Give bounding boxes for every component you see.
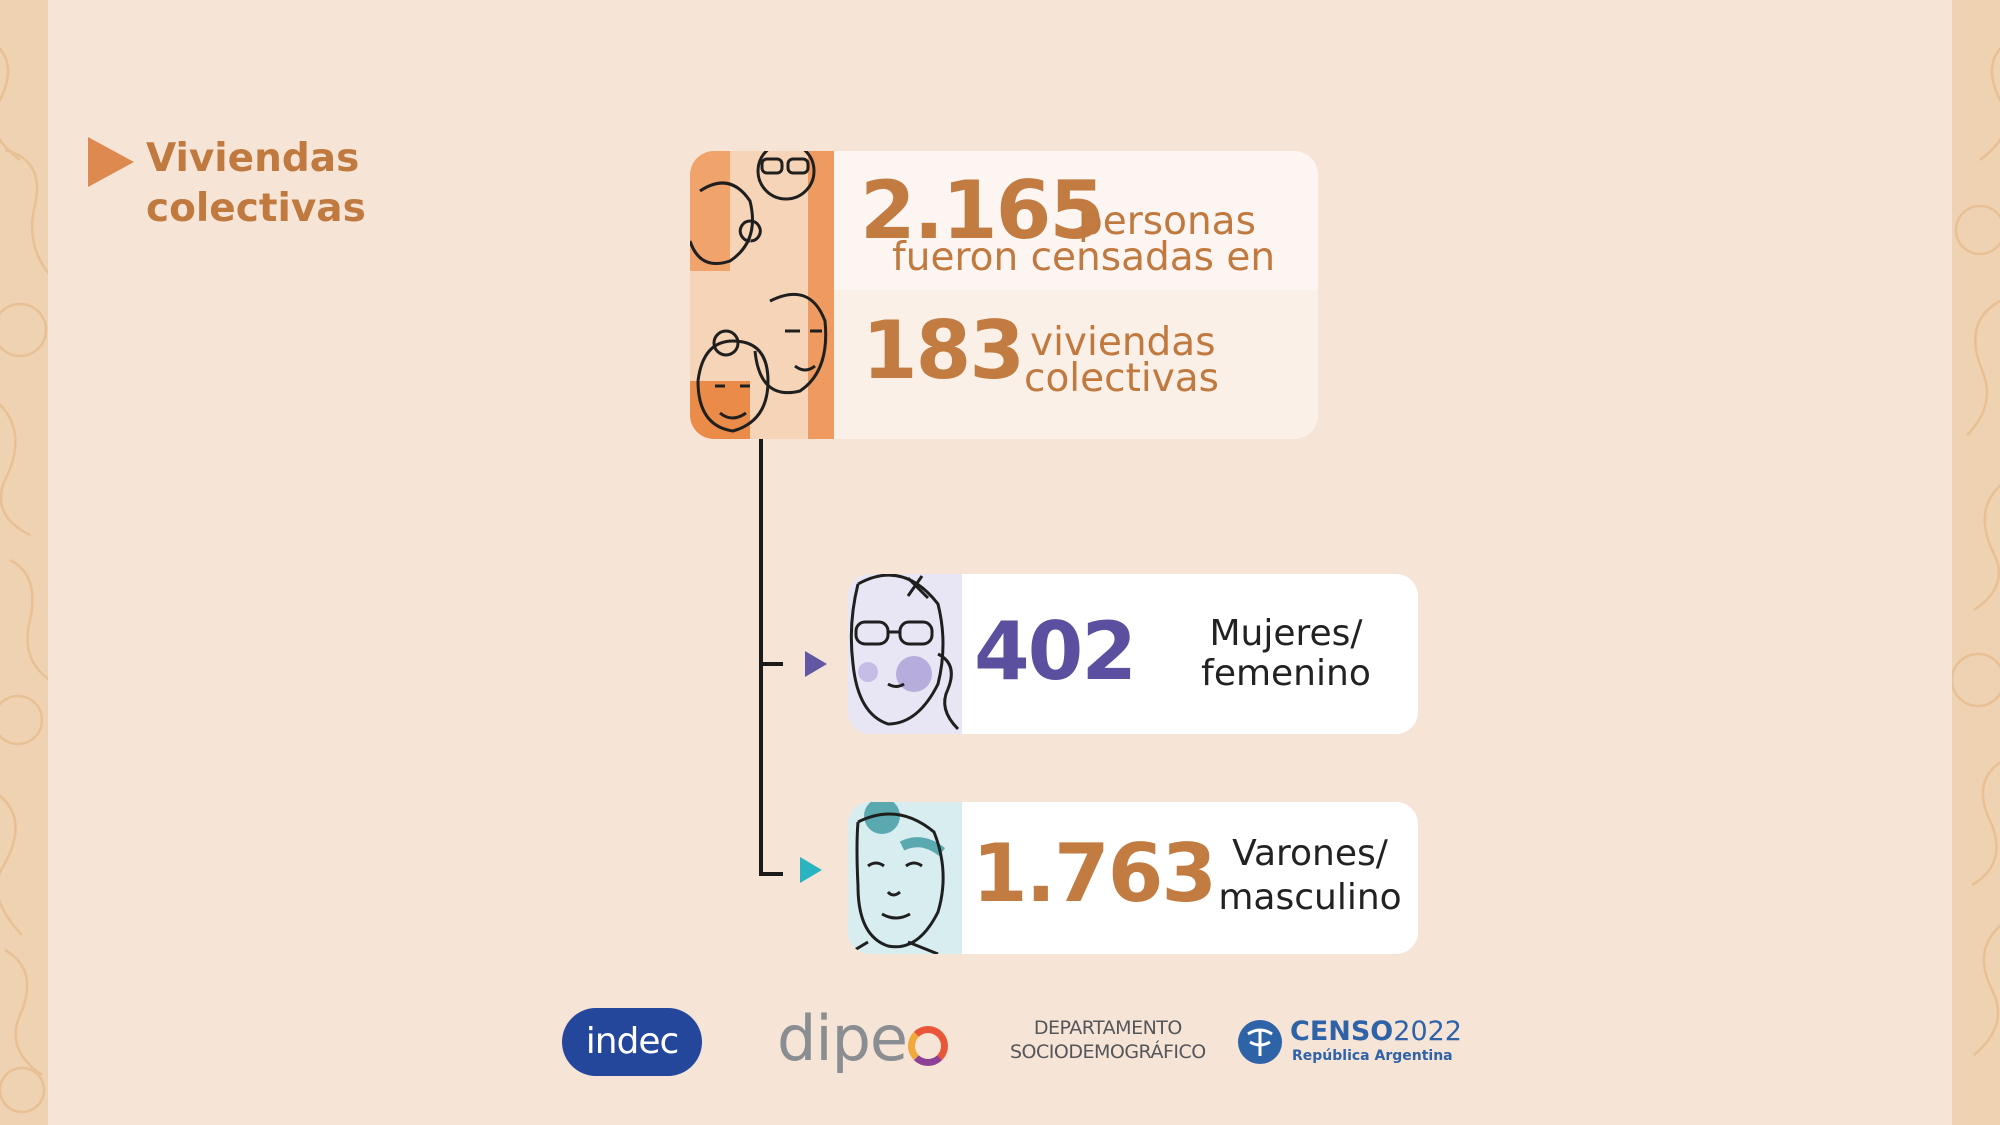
censo-logo-title: CENSO2022 xyxy=(1290,1016,1462,1048)
connector-line xyxy=(759,439,763,876)
men-arrow-icon xyxy=(800,857,822,883)
dwellings-label-line2: colectivas xyxy=(1024,356,1219,401)
people-illustration-icon xyxy=(690,151,834,439)
censo-logo-bold: CENSO xyxy=(1290,1016,1394,1047)
line-art-pattern-icon xyxy=(0,47,48,1114)
man-face-illustration-icon xyxy=(848,802,962,954)
women-value: 402 xyxy=(974,605,1137,698)
left-decorative-strip xyxy=(0,0,48,1125)
dwellings-label-line1: viviendas xyxy=(1030,320,1216,365)
dipec-logo-mark-icon xyxy=(908,1026,948,1066)
section-title: Viviendas colectivas xyxy=(146,134,366,234)
socio-logo-line1: DEPARTAMENTO xyxy=(1033,1017,1182,1039)
socio-logo-line2: SOCIODEMOGRÁFICO xyxy=(1010,1041,1206,1063)
censo-logo-subtitle: República Argentina xyxy=(1292,1048,1453,1064)
women-card: 402 Mujeres/ femenino xyxy=(848,574,1418,734)
women-arrow-icon xyxy=(805,651,827,677)
line-art-pattern-icon xyxy=(1952,47,2000,1056)
right-decorative-strip xyxy=(1952,0,2000,1125)
dipec-logo-text: dipe xyxy=(777,1002,908,1075)
summary-card: 2.165 personas fueron censadas en 183 vi… xyxy=(690,151,1318,439)
men-card: 1.763 Varones/ masculino xyxy=(848,802,1418,954)
connector-branch-women xyxy=(759,662,783,666)
women-label: Mujeres/ femenino xyxy=(1176,614,1396,694)
women-label-line1: Mujeres/ xyxy=(1209,613,1363,654)
women-label-line2: femenino xyxy=(1201,653,1371,694)
persons-label: personas xyxy=(1078,199,1256,244)
connector-branch-men xyxy=(759,872,783,876)
indec-logo: indec xyxy=(562,1008,702,1076)
men-label-line2: masculino xyxy=(1218,877,1402,918)
men-label: Varones/ masculino xyxy=(1210,832,1410,920)
men-label-line1: Varones/ xyxy=(1232,833,1388,874)
dipec-logo: dipe xyxy=(777,1002,948,1075)
censused-label: fueron censadas en xyxy=(892,235,1276,280)
persons-value: 2.165 xyxy=(860,164,1105,257)
dwellings-value: 183 xyxy=(862,304,1025,397)
sociodemografico-logo: DEPARTAMENTO SOCIODEMOGRÁFICO xyxy=(1010,1016,1206,1064)
title-arrow-icon xyxy=(88,137,134,187)
censo-emblem-icon xyxy=(1238,1020,1282,1064)
censo-logo-year: 2022 xyxy=(1393,1016,1462,1047)
section-title-line1: Viviendas xyxy=(146,136,360,181)
section-title-line2: colectivas xyxy=(146,186,366,231)
woman-face-illustration-icon xyxy=(848,574,962,734)
men-value: 1.763 xyxy=(972,827,1217,920)
